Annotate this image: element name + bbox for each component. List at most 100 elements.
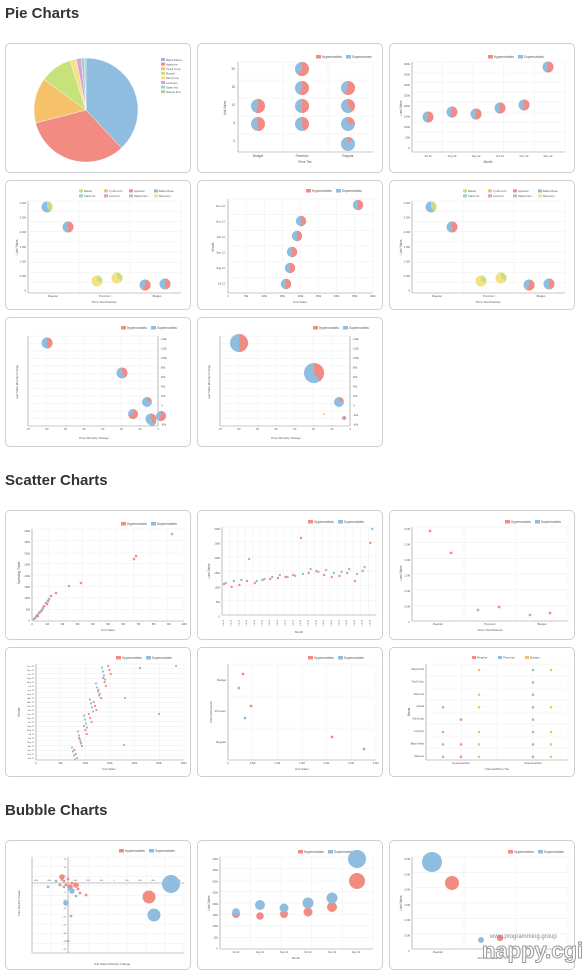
chart-card-pie-brand[interactable]: Ranell Tyrell Corp Aperture Black Mesa Stark…	[5, 180, 191, 310]
legend-label: Supermarkets	[155, 849, 175, 853]
tick-label: 15	[64, 859, 67, 861]
legend-swatch	[513, 194, 517, 198]
scatter-point	[243, 716, 247, 720]
tick-label: 100k	[214, 585, 220, 589]
tick-label: Premium	[99, 294, 111, 298]
tick-label: Regular	[433, 622, 443, 626]
chart-card-pie-month[interactable]: Hypermarkets Supermarkets 400k 350k 300k 250k…	[389, 43, 575, 173]
tick-label: Regular	[432, 294, 442, 298]
scatter-point	[247, 557, 251, 561]
tick-label: -40	[63, 949, 67, 951]
pie-bubble-hyper	[158, 411, 166, 421]
scatter-point	[138, 666, 142, 670]
scatter-brand-chart: Regular Premium Budget Wayne Ent Tyrell Corp…	[407, 656, 569, 771]
chart-card-scatter-month[interactable]: Hypermarkets Supermarkets 300k 250k 200k 150k…	[197, 510, 383, 640]
scatter-point	[299, 536, 303, 540]
legend-swatch	[308, 656, 313, 660]
tick-label: Oct 12	[304, 950, 312, 954]
tick-label: 250k	[212, 891, 218, 895]
tick-label: 80k	[353, 366, 358, 370]
legend-label: Ranell	[468, 189, 476, 193]
scatter-point	[157, 712, 161, 716]
pie-bubble-slice	[452, 221, 458, 233]
pie-bubble-hyper	[239, 334, 248, 352]
scatter-point	[323, 413, 325, 415]
scatter-point	[106, 664, 110, 668]
chart-card-pie-change2[interactable]: Hypermarkets Supermarkets 140k 120k 100k 80k 6…	[197, 317, 383, 447]
scatter-point	[76, 730, 80, 733]
chart-card-scatter-month-y[interactable]: Hypermarkets Supermarkets Dec 12 Nov 12 Oct …	[5, 647, 191, 777]
tick-label: Last Sales	[15, 239, 19, 254]
tick-label: Sep 12	[280, 950, 289, 954]
chart-card-scatter-brand[interactable]: Regular Premium Budget Wayne Ent Tyrell Corp…	[389, 647, 575, 777]
chart-card-bubble-month[interactable]: Hypermarkets Supermarkets 400k 350k 300k 250k…	[197, 840, 383, 970]
legend-label: Budget	[530, 656, 540, 660]
chart-card-bubble-tier[interactable]: Hypermarkets Supermarkets 3.0M 2.5M 2.0M 1.5M…	[389, 840, 575, 970]
tick-label: 10	[231, 103, 235, 107]
tick-label: 10	[64, 867, 67, 869]
bubble	[162, 875, 180, 893]
chart-card-pie-brand2[interactable]: Ranell Tyrell Corp Aperture Black Mesa Stark…	[389, 180, 575, 310]
bubble	[63, 900, 69, 906]
tick-label: Regular	[48, 294, 58, 298]
chart-card-pie-tier[interactable]: Hypermarkets Supermarkets 20 15 10 5 0 Budget Pr…	[197, 43, 383, 173]
legend-swatch	[488, 55, 493, 59]
tick-label: 250k	[156, 761, 162, 765]
tick-label: Nov 12	[27, 670, 35, 672]
tick-label: 250k	[316, 294, 322, 298]
legend-label: Supermarkets	[349, 326, 369, 330]
tick-label: -40k	[60, 880, 65, 882]
scatter-point	[91, 710, 95, 713]
tick-label: Jul 12	[277, 619, 279, 626]
tick-label: Jul 12	[300, 619, 302, 626]
scatter-point	[132, 557, 136, 561]
tick-label: 100k	[212, 924, 218, 928]
tick-label: May 11	[27, 742, 35, 744]
tick-label: 0	[31, 622, 33, 626]
chart-card-bubble-change[interactable]: Hypermarkets Supermarkets -60k -50k -40k -30k…	[5, 840, 191, 970]
tick-label: 60k	[353, 375, 358, 379]
tick-label: -60k	[34, 880, 39, 882]
pie-bubble-hyper	[522, 99, 530, 111]
legend-label: Hypermarkets	[314, 656, 334, 660]
scatter-point	[77, 734, 81, 737]
tick-label: Unit Sales	[102, 767, 116, 771]
legend-label: Wayne Ent	[518, 194, 532, 198]
chart-card-scatter-tier-y[interactable]: Hypermarkets Supermarkets Budget Premium Reg…	[197, 647, 383, 777]
scatter-point	[108, 668, 111, 672]
tick-label: Price Tier	[298, 160, 312, 164]
tick-label: Mar 11	[27, 749, 34, 752]
tick-label: -10k	[99, 880, 104, 882]
tick-label: 2.5M	[404, 872, 410, 876]
tick-label: 2.5M	[404, 216, 411, 220]
tick-label: Jul 12	[262, 619, 264, 626]
scatter-point	[101, 670, 105, 673]
chart-card-pie[interactable]: Black Mesa Aperture Tyrell Corp Ranell Momco…	[5, 43, 191, 173]
chart-card-scatter-spending[interactable]: Hypermarkets Supermarkets 400k 350k 300k 250k…	[5, 510, 191, 640]
scatter-point	[104, 684, 108, 688]
scatter-point	[459, 755, 463, 759]
pie-bubble-month-chart: Hypermarkets Supermarkets 400k 350k 300k 250k…	[399, 55, 566, 164]
chart-card-scatter-tier[interactable]: Hypermarkets Supermarkets 3.0M 2.5M 2.0M 1.5M…	[389, 510, 575, 640]
legend-swatch	[121, 522, 126, 526]
pie-bubble-hyper	[348, 99, 356, 112]
tick-label: -30k	[73, 880, 78, 882]
legend-swatch	[308, 520, 313, 524]
tick-label: Jul 12	[246, 619, 248, 626]
scatter-point	[73, 748, 76, 752]
tick-label: Apr 12	[28, 697, 35, 700]
chart-card-pie-unitsales[interactable]: Hypermarkets Supermarkets Dec 12 Nov 12 Oct …	[197, 180, 383, 310]
legend-swatch	[488, 194, 492, 198]
tick-label: 100k	[404, 125, 411, 129]
scatter-point	[284, 575, 287, 579]
legend-label: Regular	[477, 656, 488, 660]
pie-bubble-hyper	[343, 81, 355, 95]
scatter-point	[76, 756, 79, 760]
tick-label: Price Tier/Channel	[476, 300, 501, 304]
legend-label: Stark Ind	[84, 194, 96, 198]
legend-label: Hypermarkets	[514, 850, 534, 854]
chart-card-pie-change[interactable]: Hypermarkets Supermarkets 140k 120k 100k 80k 6…	[5, 317, 191, 447]
tick-label: Jul 12	[424, 154, 432, 158]
scatter-point	[348, 567, 351, 571]
